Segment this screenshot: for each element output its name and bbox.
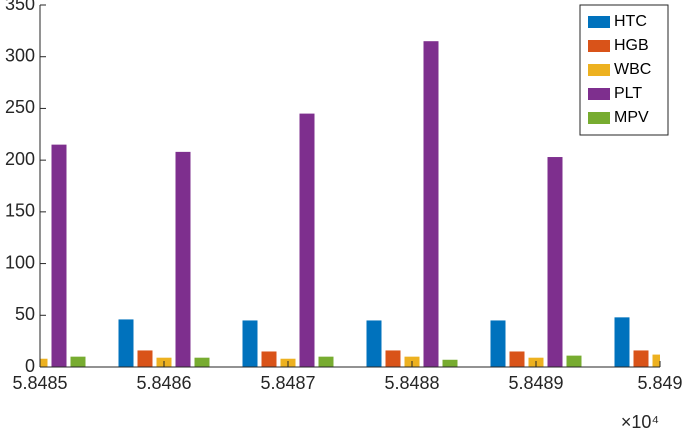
x-tick-label: 5.8488 [384, 373, 439, 393]
bar [614, 317, 630, 367]
bar [442, 359, 458, 367]
x-tick-label: 5.8489 [508, 373, 563, 393]
bar [194, 357, 210, 367]
legend-swatch [588, 88, 610, 100]
legend-swatch [588, 40, 610, 52]
y-tick-label: 0 [25, 356, 35, 376]
bar [366, 320, 382, 367]
bar [242, 320, 258, 367]
y-tick-label: 150 [5, 201, 35, 221]
legend-swatch [588, 64, 610, 76]
y-tick-label: 200 [5, 149, 35, 169]
legend-swatch [588, 112, 610, 124]
bar [261, 351, 277, 367]
y-tick-label: 100 [5, 252, 35, 272]
bar [70, 356, 86, 367]
bar [652, 354, 660, 367]
y-tick-label: 250 [5, 97, 35, 117]
y-tick-label: 50 [15, 304, 35, 324]
bar [318, 356, 334, 367]
x-tick-label: 5.8487 [260, 373, 315, 393]
bar [490, 320, 506, 367]
bar [385, 350, 401, 367]
legend-label: WBC [614, 61, 651, 78]
legend-label: PLT [614, 85, 642, 102]
bar [633, 350, 649, 367]
plot-area [40, 41, 660, 367]
x-exponent: ×10⁴ [621, 412, 659, 431]
x-tick-label: 5.8486 [136, 373, 191, 393]
legend-label: HTC [614, 13, 647, 30]
y-tick-label: 350 [5, 0, 35, 14]
bar [509, 351, 525, 367]
bar [51, 144, 67, 367]
x-tick-label: 5.849 [637, 373, 682, 393]
x-tick-label: 5.8485 [12, 373, 67, 393]
legend: HTC HGB WBC PLT MPV [579, 4, 669, 136]
legend-label: HGB [614, 37, 649, 54]
bar [40, 358, 48, 367]
y-tick-label: 300 [5, 45, 35, 65]
legend-swatch [588, 16, 610, 28]
bar [175, 151, 191, 367]
bar [137, 350, 153, 367]
bar [299, 113, 315, 367]
bar [423, 41, 439, 367]
bar [118, 319, 134, 367]
bar [547, 157, 563, 367]
legend-label: MPV [614, 109, 649, 126]
bar [566, 355, 582, 367]
